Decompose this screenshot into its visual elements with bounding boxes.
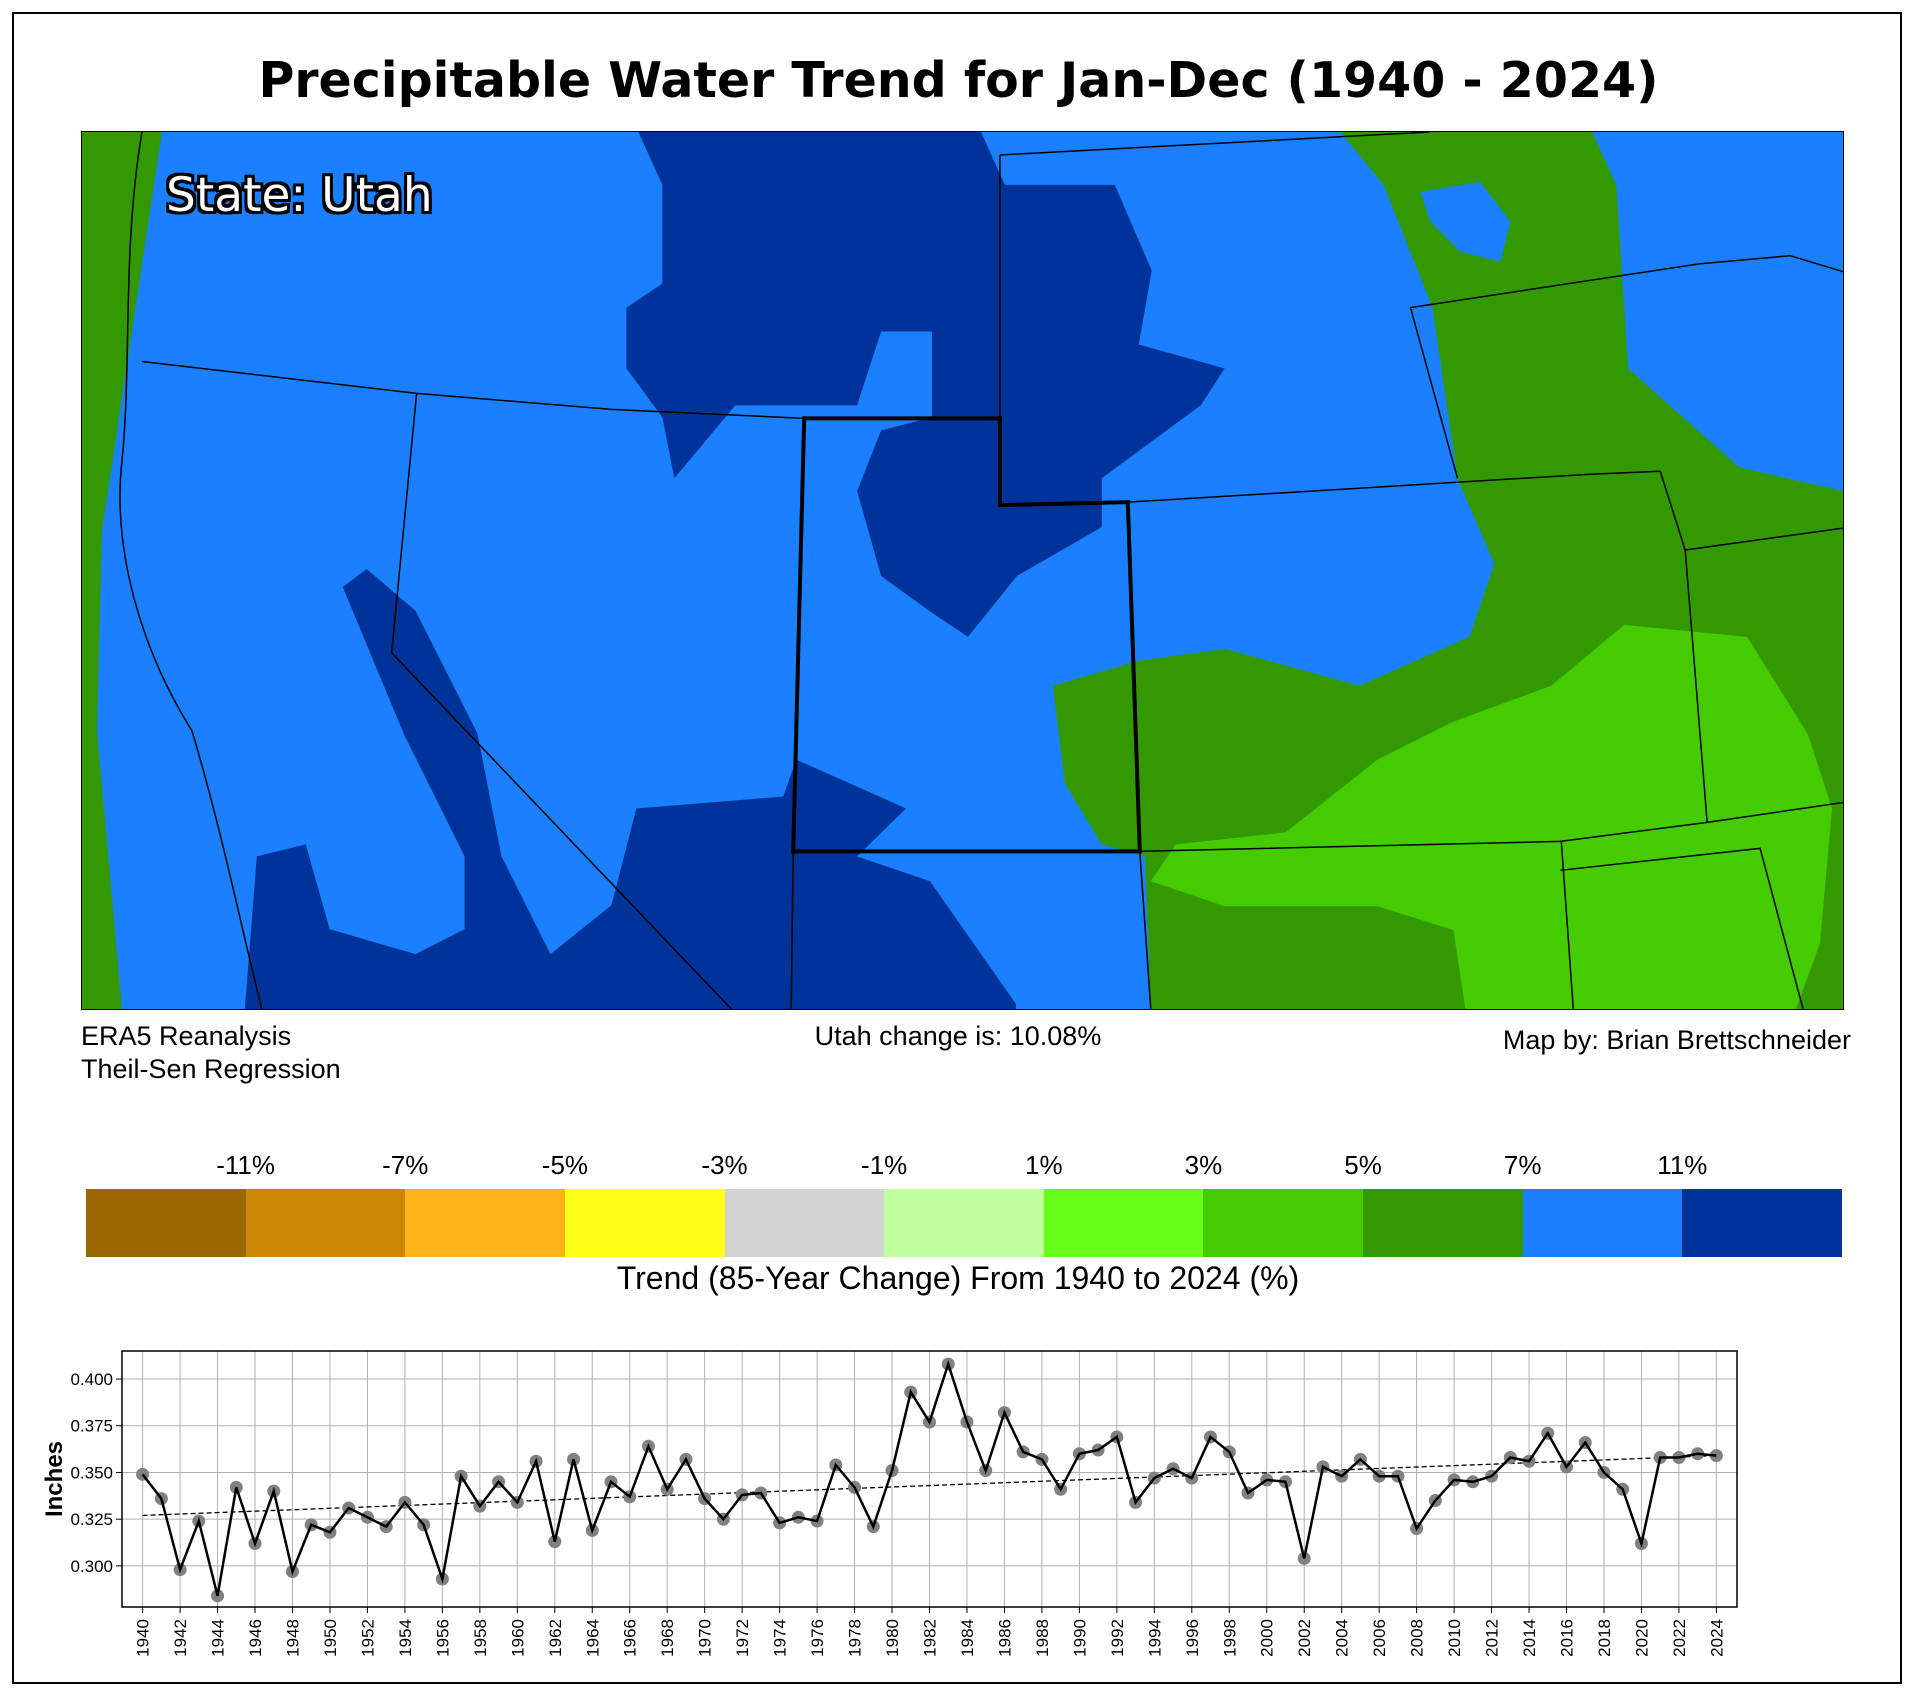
colorbar-segment [724, 1189, 885, 1257]
x-tick-label: 1940 [134, 1619, 153, 1657]
x-tick-label: 1968 [658, 1619, 677, 1657]
figure-border [12, 12, 1902, 1684]
x-tick-label: 2004 [1333, 1619, 1352, 1657]
source-line-2: Theil-Sen Regression [81, 1054, 341, 1084]
colorbar-segment [564, 1189, 725, 1257]
x-tick-label: 1984 [958, 1619, 977, 1657]
x-tick-label: 1978 [846, 1619, 865, 1657]
x-tick-label: 1990 [1070, 1619, 1089, 1657]
source-note: ERA5 Reanalysis Theil-Sen Regression [81, 1020, 341, 1086]
map-region-blue-northeast [1420, 181, 1511, 262]
colorbar-label: 5% [1344, 1150, 1382, 1180]
x-tick-label: 1980 [883, 1619, 902, 1657]
plot-frame [121, 1350, 1738, 1608]
trend-map [81, 131, 1844, 1010]
x-tick-label: 1970 [696, 1619, 715, 1657]
y-tick-label: 0.400 [70, 1370, 113, 1389]
x-tick-label: 1986 [995, 1619, 1014, 1657]
x-tick-label: 1988 [1033, 1619, 1052, 1657]
y-tick-label: 0.375 [70, 1417, 113, 1436]
x-tick-label: 2008 [1408, 1619, 1427, 1657]
source-line-1: ERA5 Reanalysis [81, 1021, 292, 1051]
x-tick-label: 2012 [1483, 1619, 1502, 1657]
x-tick-label: 1956 [433, 1619, 452, 1657]
y-tick-label: 0.300 [70, 1557, 113, 1576]
colorbar-segment [1203, 1189, 1364, 1257]
x-tick-label: 2010 [1445, 1619, 1464, 1657]
colorbar-label: -1% [861, 1150, 908, 1180]
colorbar [86, 1189, 1843, 1257]
utah-outline [791, 416, 1142, 854]
colorbar-label: 11% [1657, 1150, 1708, 1180]
map-region-lightgreen [1150, 624, 1833, 1009]
x-tick-label: 2014 [1520, 1619, 1539, 1657]
colorbar-segment [405, 1189, 565, 1257]
colorbar-label: -11% [216, 1150, 276, 1180]
x-tick-label: 1952 [358, 1619, 377, 1657]
map-region-green-coast [82, 132, 162, 1009]
x-tick-label: 2016 [1558, 1619, 1577, 1657]
colorbar-segment [245, 1189, 406, 1257]
x-tick-label: 1958 [471, 1619, 490, 1657]
colorbar-segment [1363, 1189, 1523, 1257]
map-region-darkblue-south [244, 569, 1016, 1009]
x-tick-label: 1992 [1108, 1619, 1127, 1657]
y-axis-label: Inches [41, 1441, 68, 1517]
colorbar-segment [86, 1189, 246, 1257]
x-tick-label: 1972 [733, 1619, 752, 1657]
state-label: State: Utah [166, 168, 433, 223]
trend-line [142, 1454, 1717, 1517]
y-tick-label: 0.325 [70, 1510, 113, 1529]
colorbar-label: -5% [541, 1150, 589, 1180]
x-tick-label: 1950 [321, 1619, 340, 1657]
x-tick-label: 1962 [546, 1619, 565, 1657]
colorbar-segment [1682, 1189, 1843, 1257]
colorbar-label: -3% [701, 1150, 748, 1180]
x-tick-label: 2000 [1258, 1619, 1277, 1657]
y-tick-label: 0.350 [70, 1463, 113, 1482]
x-tick-label: 2018 [1595, 1619, 1614, 1657]
x-tick-label: 1942 [171, 1619, 190, 1657]
x-tick-label: 1964 [583, 1619, 602, 1657]
page-title: Precipitable Water Trend for Jan-Dec (19… [258, 52, 1659, 109]
x-tick-label: 2020 [1632, 1619, 1651, 1657]
colorbar-segment [1043, 1189, 1204, 1257]
x-tick-label: 1954 [396, 1619, 415, 1657]
x-tick-label: 2002 [1295, 1619, 1314, 1657]
colorbar-segment [884, 1189, 1044, 1257]
x-tick-label: 1996 [1183, 1619, 1202, 1657]
x-tick-label: 1948 [283, 1619, 302, 1657]
colorbar-segment [1522, 1189, 1683, 1257]
x-tick-label: 1976 [808, 1619, 827, 1657]
colorbar-label: 1% [1025, 1150, 1063, 1180]
state-boundaries [119, 132, 1843, 1009]
x-tick-label: 2024 [1707, 1619, 1726, 1657]
map-credit: Map by: Brian Brettschneider [1502, 1025, 1851, 1055]
series-line [141, 1360, 1717, 1597]
colorbar-label: -7% [382, 1150, 429, 1180]
colorbar-caption: Trend (85-Year Change) From 1940 to 2024… [616, 1260, 1300, 1296]
map-region-darkblue-north [626, 132, 1225, 637]
state-change: Utah change is: 10.08% [814, 1021, 1102, 1051]
x-tick-label: 1974 [771, 1619, 790, 1657]
x-tick-label: 1966 [621, 1619, 640, 1657]
x-tick-label: 1982 [921, 1619, 940, 1657]
x-tick-label: 1998 [1220, 1619, 1239, 1657]
colorbar-label: 3% [1184, 1150, 1223, 1180]
x-tick-label: 1946 [246, 1619, 265, 1657]
colorbar-label: 7% [1503, 1150, 1542, 1180]
x-tick-label: 1944 [209, 1619, 228, 1657]
x-tick-label: 2022 [1670, 1619, 1689, 1657]
x-tick-label: 1960 [508, 1619, 527, 1657]
x-tick-label: 2006 [1370, 1619, 1389, 1657]
x-tick-label: 1994 [1145, 1619, 1164, 1657]
